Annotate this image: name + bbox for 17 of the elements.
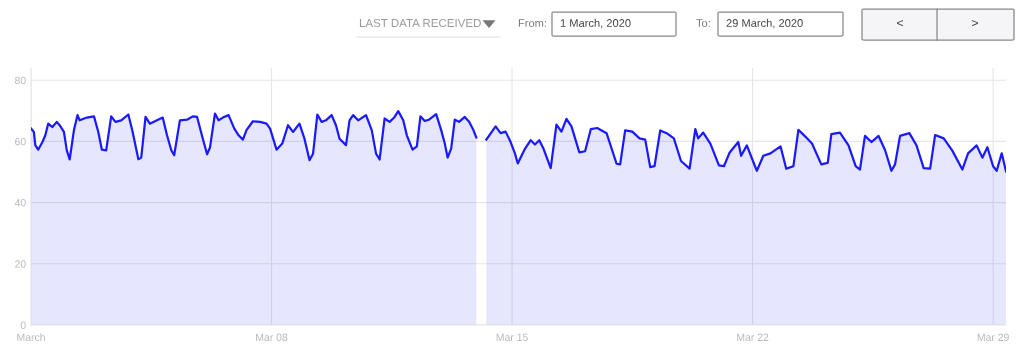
text: >	[971, 19, 979, 27]
x-tick-label: Mar 08	[256, 333, 288, 341]
text: From:	[518, 19, 546, 27]
y-tick-label: 0	[20, 321, 26, 329]
y-tick-label: 80	[15, 76, 26, 85]
text: 1 March, 2020	[560, 18, 631, 29]
text: <	[896, 19, 904, 27]
text: 29 March, 2020	[726, 18, 803, 29]
x-tick-label: Mar 29	[977, 333, 1009, 341]
y-tick-label: 40	[14, 199, 26, 207]
text: To:	[696, 19, 710, 27]
x-tick-label: March	[17, 333, 45, 341]
y-tick-label: 20	[15, 260, 26, 268]
text: LAST DATA RECEIVED	[359, 18, 481, 28]
x-tick-label: Mar 22	[737, 333, 769, 341]
x-tick-label: Mar 15	[496, 333, 528, 341]
y-tick-label: 60	[15, 137, 26, 146]
